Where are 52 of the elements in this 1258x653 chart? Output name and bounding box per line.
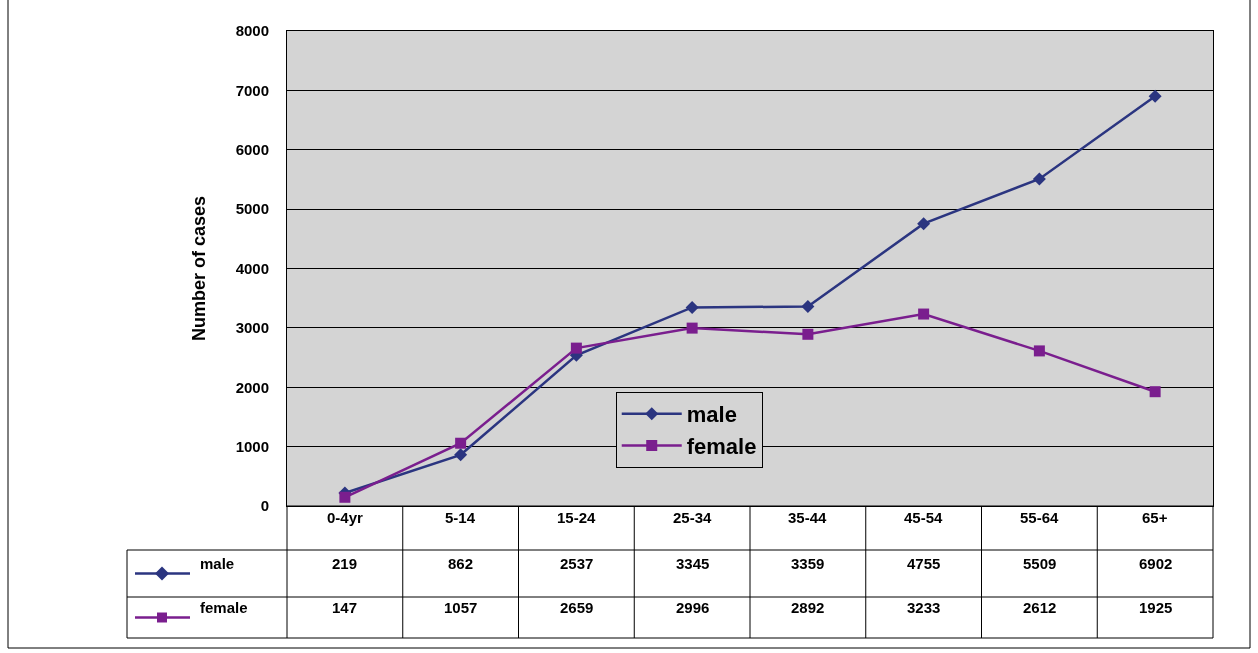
point (1148, 89, 1162, 103)
x-tick-label: 25-34 (673, 509, 713, 526)
point (685, 300, 699, 314)
y-tick-label: 8000 (235, 22, 269, 40)
point (802, 328, 814, 340)
data-label: 2892 (791, 599, 825, 616)
x-tick-label: 35-44 (788, 509, 828, 526)
data-label: 3359 (791, 555, 825, 572)
legend-label: male (686, 402, 737, 428)
y-tick-label: 3000 (235, 319, 269, 337)
y-axis-title: Number of cases (188, 195, 209, 342)
point (918, 308, 930, 320)
x-tick-label: 15-24 (557, 509, 597, 526)
data-label: 862 (448, 555, 474, 572)
point (1032, 172, 1046, 186)
data-label: 3345 (676, 555, 710, 572)
point (454, 448, 468, 462)
data-label: 5509 (1023, 555, 1057, 572)
point (1033, 345, 1045, 357)
data-label: 2612 (1023, 599, 1057, 616)
data-label: 2996 (676, 599, 710, 616)
legend-label: female (686, 433, 757, 459)
data-label: 4755 (907, 555, 941, 572)
point (455, 437, 467, 449)
y-tick-label: 1000 (235, 437, 269, 455)
point (1149, 386, 1161, 398)
point (339, 491, 351, 503)
data-label: 1057 (444, 599, 478, 616)
x-tick-label: 5-14 (445, 509, 476, 526)
x-tick-label: 45-54 (904, 509, 944, 526)
x-tick-label: 65+ (1142, 509, 1168, 526)
point (801, 300, 815, 314)
data-label: 6902 (1139, 555, 1173, 572)
point (686, 322, 698, 334)
data-label: 3233 (907, 599, 941, 616)
data-label: 1925 (1139, 599, 1173, 616)
data-label: 2659 (560, 599, 594, 616)
text: female (200, 599, 248, 616)
x-tick-label: 0-4yr (327, 509, 364, 526)
data-label: 2537 (560, 555, 594, 572)
y-tick-label: 5000 (235, 200, 269, 218)
text: male (200, 555, 235, 572)
x-tick-label: 55-64 (1020, 509, 1060, 526)
y-tick-label: 0 (260, 497, 269, 515)
y-tick-label: 7000 (235, 81, 269, 99)
y-tick-label: 2000 (235, 378, 269, 396)
data-label: 147 (332, 599, 358, 616)
y-tick-label: 4000 (235, 259, 269, 277)
data-label: 219 (332, 555, 358, 572)
point (917, 217, 931, 231)
y-tick-label: 6000 (235, 141, 269, 158)
point (570, 342, 582, 354)
